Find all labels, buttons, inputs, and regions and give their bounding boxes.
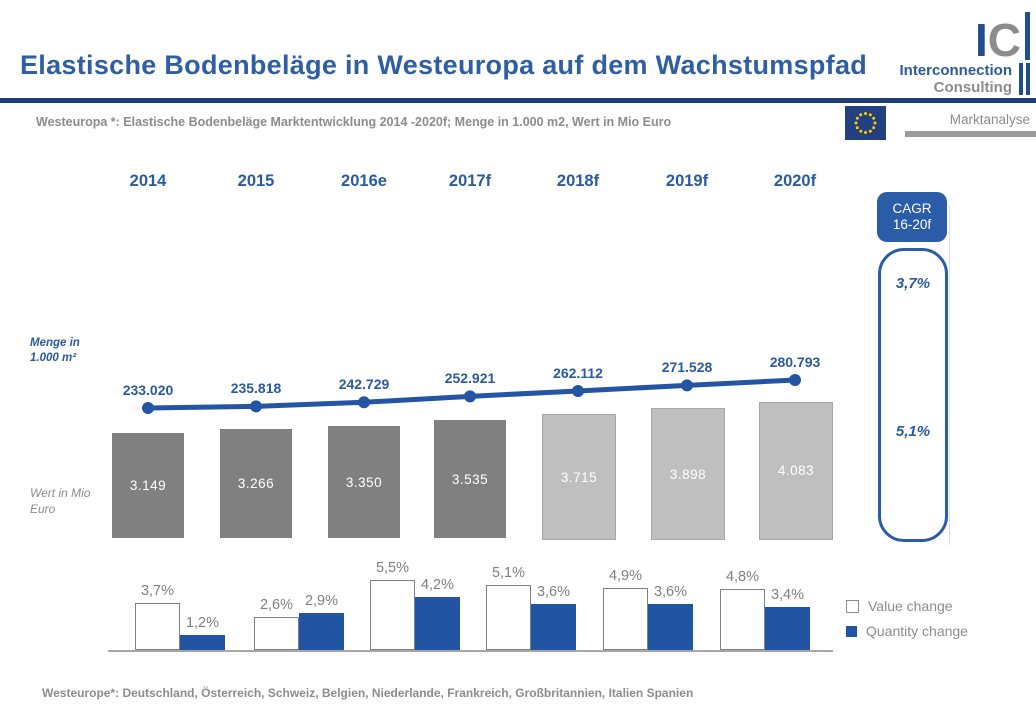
line-data-point [142, 402, 154, 414]
quantity-change-bar-2016e [299, 613, 344, 650]
logo-double-bar-icon [1016, 63, 1030, 96]
logo-bar-icon [1025, 12, 1030, 60]
cagr-badge: CAGR 16-20f [877, 192, 947, 242]
line-data-point [681, 379, 693, 392]
pct-label-2016e: 2,9% [304, 593, 339, 610]
value-change-swatch-icon [846, 599, 859, 613]
quantity-change-bar-2020f [765, 606, 810, 650]
value-change-bar-2018f [486, 585, 531, 650]
cagr-badge-period: 16-20f [892, 217, 932, 232]
cagr-value-value: 5,1% [895, 423, 931, 440]
quantity-change-bar-2018f [531, 604, 576, 650]
quantity-value-label: 233.020 [122, 382, 174, 398]
legend: Value change Quantity change [846, 598, 968, 648]
year-label-2014: 2014 [129, 172, 167, 190]
line-data-point [358, 396, 370, 409]
cagr-column-line [949, 205, 950, 545]
legend-item-quantity-change: Quantity change [846, 623, 968, 639]
pct-label-2020f: 4,8% [725, 569, 760, 586]
logo-letter-i: I [974, 13, 988, 66]
cagr-badge-title: CAGR [892, 200, 932, 216]
logo-letter-c: C [987, 13, 1021, 66]
logo-line2: Consulting [933, 79, 1012, 97]
value-bar-2018f: 3.715 [542, 414, 616, 540]
year-label-2015: 2015 [237, 172, 275, 190]
value-change-bar-2015 [135, 603, 180, 650]
quantity-value-label: 235.818 [230, 380, 282, 397]
value-change-bar-2017f [370, 580, 415, 650]
pct-label-2017f: 4,2% [420, 576, 455, 593]
quantity-value-label: 252.921 [444, 370, 496, 387]
value-bar-2016e: 3.350 [328, 426, 400, 538]
pct-label-2015: 3,7% [140, 583, 175, 599]
year-label-2018f: 2018f [556, 172, 600, 190]
year-label-2016e: 2016e [341, 172, 387, 190]
line-data-point [250, 400, 262, 413]
quantity-value-label: 262.112 [553, 364, 603, 381]
bottom-axis [108, 650, 833, 652]
quantity-value-label: 271.528 [661, 359, 713, 376]
quantity-change-bar-2019f [648, 604, 693, 650]
pct-label-2020f: 3,4% [770, 586, 805, 603]
pct-label-2019f: 4,9% [608, 567, 643, 584]
value-bar-2020f: 4.083 [759, 401, 833, 540]
legend-item-value-change: Value change [846, 598, 968, 614]
quantity-change-bar-2017f [415, 596, 460, 650]
year-label-2020f: 2020f [773, 172, 817, 190]
pct-label-2018f: 5,1% [491, 565, 526, 582]
year-label-2019f: 2019f [665, 172, 709, 190]
line-data-point [572, 384, 584, 397]
eu-flag-icon [845, 106, 886, 140]
title-divider [0, 98, 1036, 103]
year-label-2017f: 2017f [448, 172, 492, 190]
quantity-axis-label: Menge in 1.000 m² [30, 337, 80, 364]
line-data-point [789, 374, 801, 386]
pct-label-2017f: 5,5% [375, 560, 410, 577]
legend-label: Quantity change [866, 623, 968, 639]
footnote: Westeurope*: Deutschland, Österreich, Sc… [42, 686, 694, 700]
cagr-pill: 3,7% 5,1% [878, 248, 948, 542]
quantity-change-swatch-icon [846, 625, 857, 637]
value-change-bar-2020f [720, 589, 765, 650]
value-change-bar-2016e [254, 616, 299, 650]
pct-label-2018f: 3,6% [536, 584, 571, 601]
value-bar-2017f: 3.535 [434, 420, 506, 538]
quantity-value-label: 280.793 [769, 354, 821, 370]
value-bar-2015: 3.266 [220, 429, 292, 538]
pct-label-2015: 1,2% [185, 614, 220, 631]
page-title: Elastische Bodenbeläge in Westeuropa auf… [20, 50, 868, 80]
value-change-bar-2019f [603, 587, 648, 650]
value-bar-2014: 3.149 [112, 433, 184, 538]
quantity-value-label: 242.729 [338, 376, 390, 393]
quantity-change-bar-2015 [180, 634, 225, 650]
marktanalyse-tag: Marktanalyse [949, 112, 1030, 127]
cagr-quantity-value: 3,7% [895, 275, 931, 292]
logo-line1: Interconnection [899, 62, 1012, 79]
pct-label-2019f: 3,6% [653, 584, 688, 601]
line-data-point [464, 390, 476, 403]
legend-label: Value change [868, 598, 953, 614]
value-axis-label: Wert in Mio Euro [30, 486, 91, 517]
value-bar-2019f: 3.898 [651, 408, 725, 540]
chart-subtitle: Westeuropa *: Elastische Bodenbeläge Mar… [36, 115, 672, 129]
tag-underline [905, 131, 1036, 137]
pct-label-2016e: 2,6% [259, 596, 294, 613]
